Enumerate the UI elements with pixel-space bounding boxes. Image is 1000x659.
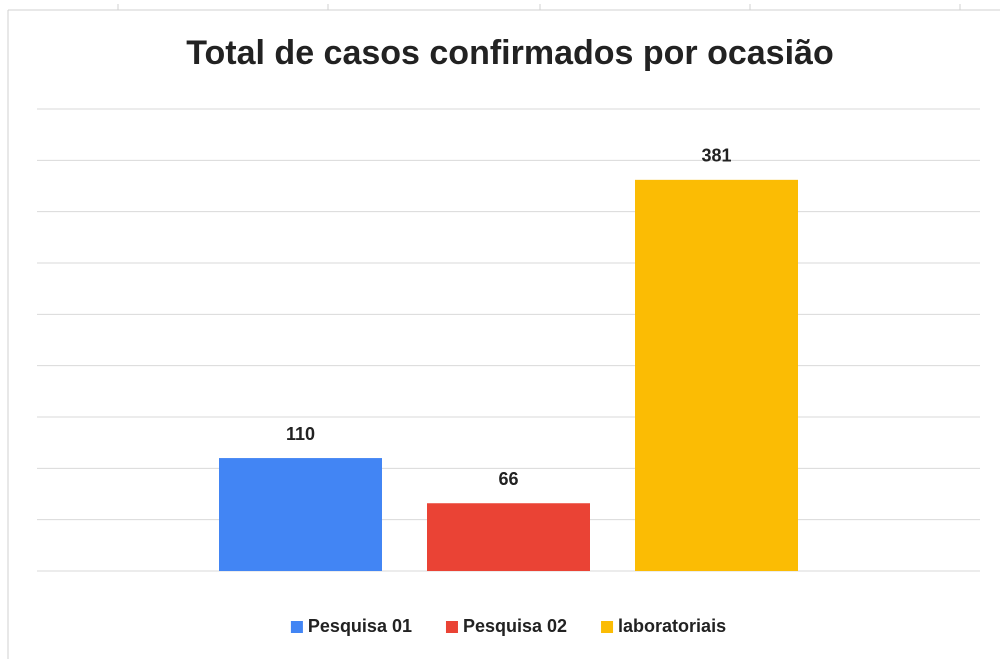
sheet-frame (7, 4, 1000, 659)
data-label: 110 (286, 424, 315, 444)
legend-swatch (601, 621, 614, 633)
legend: Pesquisa 01 Pesquisa 02 laboratoriais (290, 616, 726, 636)
legend-swatch (290, 621, 303, 633)
legend-label: laboratoriais (618, 616, 726, 636)
bar (635, 179, 798, 571)
bar (427, 503, 590, 571)
legend-label: Pesquisa 01 (308, 616, 412, 636)
chart-title: Total de casos confirmados por ocasião (186, 34, 833, 72)
legend-swatch (445, 621, 458, 633)
data-label: 381 (701, 146, 731, 166)
bar (219, 458, 382, 571)
legend-label: Pesquisa 02 (463, 616, 567, 636)
data-label: 66 (498, 469, 518, 489)
